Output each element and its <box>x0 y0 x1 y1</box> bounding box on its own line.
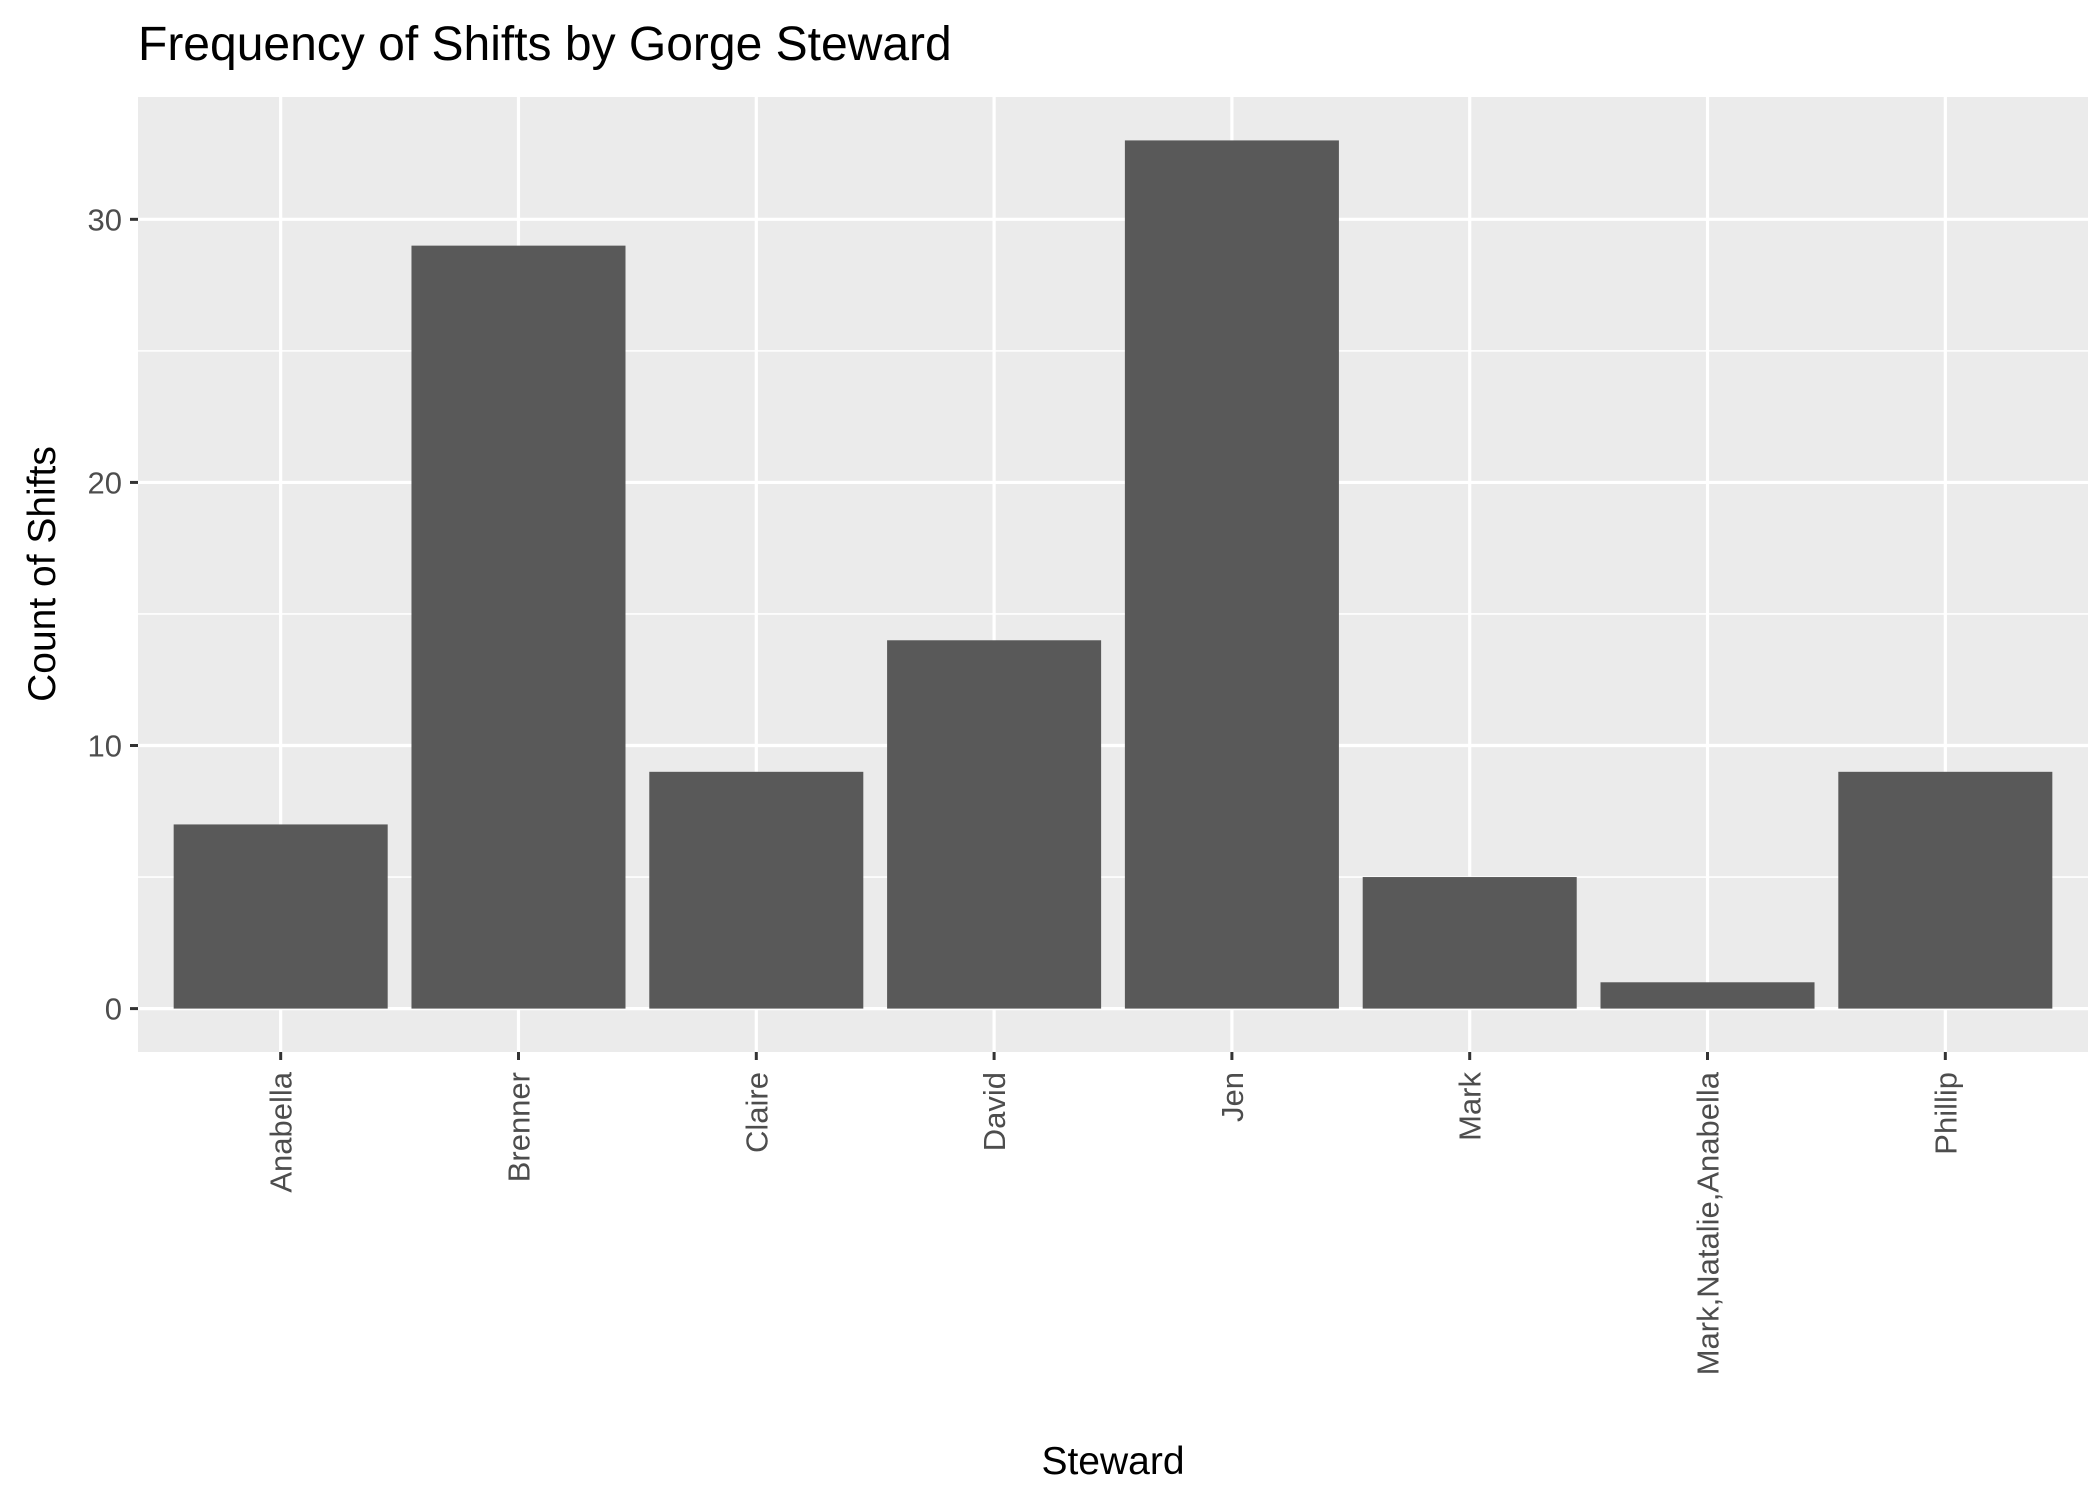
bar-jen <box>1124 140 1339 1009</box>
bar-brenner <box>411 245 626 1009</box>
bar-mark-natalie-anabella <box>1600 982 1815 1009</box>
x-axis-title: Steward <box>1041 1440 1184 1483</box>
bar-anabella <box>173 824 388 1009</box>
bar-mark <box>1362 877 1577 1009</box>
x-tick-label: Claire <box>739 1072 774 1153</box>
x-axis: Anabella Brenner Claire David Jen Mark Mark,Na… <box>264 1052 1963 1375</box>
x-tick-label: Mark <box>1453 1072 1488 1141</box>
y-tick-label: 30 <box>88 202 122 237</box>
bars <box>173 140 2053 1009</box>
x-tick-label: David <box>977 1072 1012 1151</box>
bar-phillip <box>1838 771 2053 1009</box>
x-tick-label: Anabella <box>264 1071 299 1192</box>
x-tick-label: Mark,Natalie,Anabella <box>1691 1071 1726 1375</box>
y-axis: 0 10 20 30 <box>88 202 138 1027</box>
y-tick-label: 10 <box>88 729 122 764</box>
x-tick-label: Phillip <box>1928 1072 1963 1155</box>
y-tick-label: 0 <box>105 992 122 1027</box>
y-axis-title: Count of Shifts <box>21 446 64 702</box>
chart-title: Frequency of Shifts by Gorge Steward <box>138 18 952 71</box>
bar-david <box>887 640 1102 1009</box>
x-tick-label: Brenner <box>501 1072 536 1182</box>
x-tick-label: Jen <box>1215 1072 1250 1122</box>
y-tick-label: 20 <box>88 465 122 500</box>
bar-claire <box>649 771 864 1009</box>
